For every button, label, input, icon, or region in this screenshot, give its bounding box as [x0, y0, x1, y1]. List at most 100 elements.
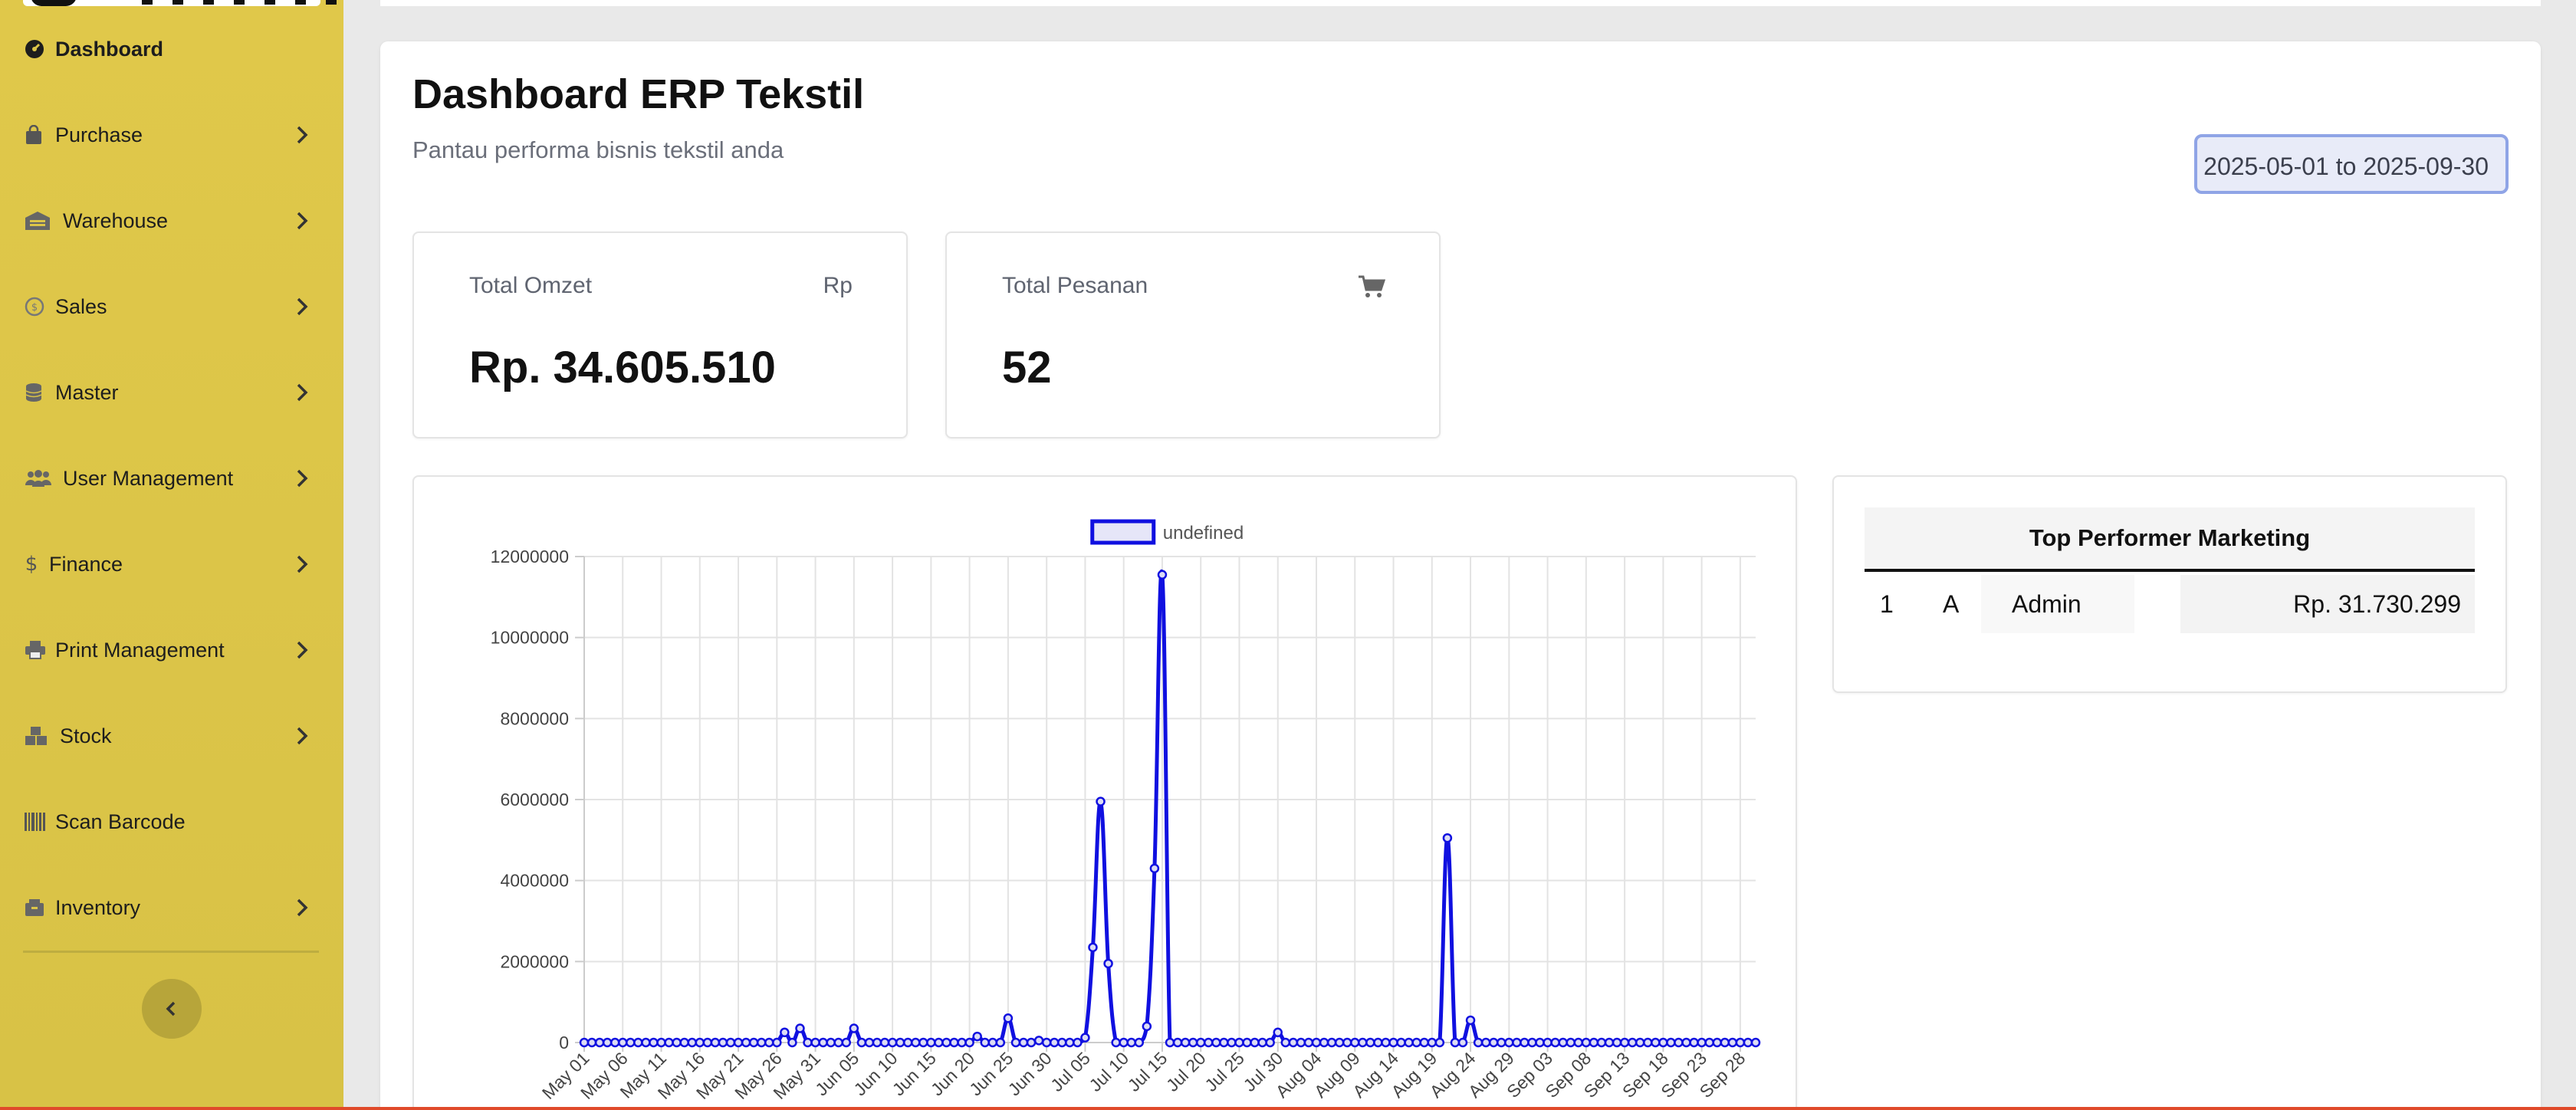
sidebar-item-stock[interactable]: Stock: [25, 714, 322, 757]
data-point: [864, 1037, 875, 1048]
data-point: [679, 1037, 689, 1048]
sidebar-item-label: Scan Barcode: [55, 810, 186, 833]
sidebar-collapse-button[interactable]: [142, 979, 202, 1039]
data-point: [1065, 1037, 1075, 1048]
dollar-icon: $: [25, 553, 49, 575]
data-point: [964, 1037, 974, 1048]
sidebar-item-label: Dashboard: [55, 37, 164, 61]
data-point: [987, 1037, 998, 1048]
y-tick-label: 10000000: [491, 628, 569, 648]
data-point: [780, 1027, 790, 1038]
data-point: [1473, 1037, 1484, 1048]
data-point: [1227, 1037, 1237, 1048]
data-point: [1018, 1037, 1029, 1048]
data-point: [818, 1037, 828, 1048]
bag-icon: [25, 125, 55, 145]
data-point: [1627, 1037, 1638, 1048]
data-point: [1257, 1037, 1267, 1048]
legend-label: undefined: [1163, 523, 1244, 544]
data-point: [1704, 1037, 1714, 1048]
data-point: [833, 1037, 843, 1048]
sidebar-item-sales[interactable]: $ Sales: [25, 285, 322, 328]
svg-text:$: $: [31, 302, 38, 314]
app-logo[interactable]: [23, 0, 341, 6]
data-point: [856, 1037, 867, 1048]
bottom-accent-line: [0, 1107, 2576, 1110]
data-point: [641, 1037, 651, 1048]
data-point: [1427, 1037, 1438, 1048]
svg-text:$: $: [25, 553, 38, 575]
data-point: [1049, 1037, 1060, 1048]
data-point: [1149, 863, 1160, 874]
sidebar-item-warehouse[interactable]: Warehouse: [25, 199, 322, 242]
data-point: [872, 1037, 882, 1048]
data-point: [1096, 796, 1106, 806]
data-point: [810, 1037, 820, 1048]
y-tick-label: 0: [559, 1033, 569, 1053]
x-tick-label: Jul 25: [1201, 1048, 1248, 1095]
data-point: [1188, 1037, 1198, 1048]
data-point: [1041, 1037, 1052, 1048]
data-point: [1234, 1037, 1244, 1048]
chevron-right-icon: [297, 469, 308, 488]
data-point: [710, 1037, 721, 1048]
data-point: [741, 1037, 751, 1048]
sidebar-item-purchase[interactable]: Purchase: [25, 113, 322, 156]
x-tick-label: Jun 30: [1004, 1048, 1055, 1099]
data-point: [918, 1037, 928, 1048]
data-point: [972, 1031, 982, 1042]
boxes-icon: [25, 726, 60, 746]
sidebar-item-label: Warehouse: [63, 209, 169, 232]
y-tick-label: 12000000: [491, 547, 569, 566]
x-tick-label: Jun 20: [927, 1048, 978, 1099]
barcode-icon: [25, 813, 55, 831]
sidebar-item-master[interactable]: Master: [25, 371, 322, 414]
total-pesanan-label: Total Pesanan: [1002, 273, 1148, 298]
y-tick-label: 8000000: [500, 708, 569, 728]
data-point: [672, 1037, 682, 1048]
data-point: [1465, 1015, 1476, 1026]
data-point: [1674, 1037, 1684, 1048]
sidebar-item-scan-barcode[interactable]: Scan Barcode: [25, 800, 322, 843]
data-point: [1442, 832, 1453, 843]
chevron-left-icon: [166, 1001, 176, 1016]
data-point: [1750, 1037, 1761, 1048]
data-point: [1142, 1021, 1152, 1032]
data-point: [756, 1037, 767, 1048]
data-point: [1280, 1037, 1291, 1048]
data-point: [1396, 1037, 1406, 1048]
data-point: [1581, 1037, 1592, 1048]
sidebar-item-label: User Management: [63, 466, 234, 490]
data-point: [718, 1037, 728, 1048]
data-point: [1165, 1037, 1175, 1048]
date-range-picker[interactable]: 2025-05-01 to 2025-09-30: [2194, 134, 2509, 194]
name-cell: Admin: [1981, 575, 2134, 633]
chevron-right-icon: [297, 297, 308, 316]
data-point: [1195, 1037, 1206, 1048]
sidebar-item-label: Print Management: [55, 638, 225, 662]
inventory-icon: [25, 898, 55, 917]
sidebar-item-user-management[interactable]: User Management: [25, 457, 322, 500]
legend-swatch: [1090, 519, 1156, 545]
sidebar: Dashboard Purchase Warehouse $ Sales Mas…: [0, 0, 343, 1110]
data-point: [1543, 1037, 1552, 1048]
data-point: [1658, 1037, 1668, 1048]
sidebar-item-finance[interactable]: $ Finance: [25, 543, 322, 586]
data-point: [902, 1037, 913, 1048]
data-point: [1743, 1037, 1753, 1048]
sidebar-item-inventory[interactable]: Inventory: [25, 886, 322, 929]
initial-cell: A: [1943, 589, 1960, 618]
data-point: [1666, 1037, 1676, 1048]
sidebar-item-print-management[interactable]: Print Management: [25, 629, 322, 672]
data-point: [787, 1037, 797, 1048]
data-point: [594, 1037, 605, 1048]
chevron-right-icon: [297, 555, 308, 573]
total-omzet-card: Total Omzet Rp Rp. 34.605.510: [412, 232, 908, 438]
printer-icon: [25, 640, 55, 660]
sidebar-item-dashboard[interactable]: Dashboard: [25, 28, 322, 71]
data-point: [1450, 1037, 1460, 1048]
chevron-right-icon: [297, 126, 308, 144]
data-point: [1088, 942, 1098, 953]
data-point: [1119, 1037, 1129, 1048]
data-point: [1520, 1037, 1530, 1048]
